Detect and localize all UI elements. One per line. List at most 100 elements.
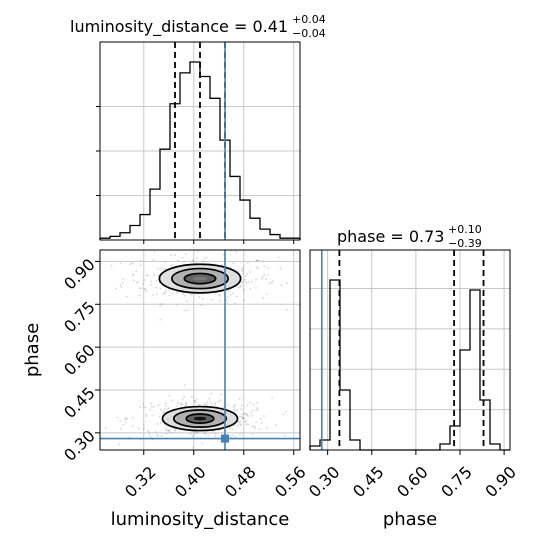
joint-sample-point bbox=[136, 281, 139, 283]
joint-sample-point bbox=[116, 416, 119, 419]
joint-sample-point bbox=[229, 266, 232, 268]
joint-sample-point bbox=[165, 428, 168, 430]
joint-sample-point bbox=[196, 250, 199, 253]
joint-sample-point bbox=[179, 459, 181, 461]
joint-sample-point bbox=[148, 434, 151, 436]
joint-sample-point bbox=[232, 292, 234, 295]
joint-sample-point bbox=[119, 284, 122, 286]
joint-sample-point bbox=[185, 405, 187, 407]
joint-sample-point bbox=[152, 259, 155, 262]
joint-ytick-label-3: 0.75 bbox=[60, 298, 99, 337]
joint-sample-point bbox=[174, 254, 177, 257]
joint-sample-point bbox=[198, 403, 201, 406]
joint-sample-point bbox=[262, 260, 264, 263]
joint-sample-point bbox=[251, 409, 254, 412]
joint-sample-point bbox=[232, 262, 235, 264]
joint-sample-point bbox=[217, 400, 220, 403]
joint-sample-point bbox=[176, 292, 179, 294]
joint-sample-point bbox=[239, 285, 242, 288]
joint-sample-point bbox=[227, 290, 230, 293]
joint-sample-point bbox=[194, 401, 197, 403]
joint-sample-point bbox=[164, 268, 167, 270]
joint-sample-point bbox=[98, 407, 100, 409]
joint-sample-point bbox=[165, 429, 168, 432]
joint-sample-point bbox=[261, 277, 263, 280]
joint-sample-point bbox=[247, 415, 249, 418]
joint-sample-point bbox=[131, 262, 134, 265]
joint-sample-point bbox=[203, 432, 206, 434]
joint-sample-point bbox=[191, 435, 194, 437]
joint-sample-point bbox=[246, 414, 249, 416]
joint-sample-point bbox=[267, 267, 270, 270]
joint-sample-point bbox=[185, 402, 188, 404]
joint-sample-point bbox=[244, 275, 247, 278]
joint-xtick-label-2: 0.48 bbox=[221, 462, 260, 501]
joint-sample-point bbox=[154, 431, 157, 433]
joint-sample-point bbox=[211, 298, 214, 301]
joint-sample-point bbox=[237, 286, 240, 289]
joint-sample-point bbox=[240, 416, 243, 418]
joint-sample-point bbox=[234, 302, 236, 305]
ld-histogram-frame bbox=[99, 41, 301, 241]
joint-sample-point bbox=[239, 423, 242, 425]
joint-sample-point bbox=[209, 401, 212, 404]
joint-sample-point bbox=[142, 406, 145, 409]
phase-title-upper-error: +0.10 bbox=[448, 223, 482, 236]
joint-sample-point bbox=[241, 417, 244, 419]
joint-sample-point bbox=[194, 400, 197, 402]
joint-sample-point bbox=[240, 269, 243, 272]
joint-sample-point bbox=[157, 274, 160, 276]
joint-sample-point bbox=[150, 402, 153, 405]
joint-sample-point bbox=[152, 405, 155, 408]
joint-mode-1 bbox=[161, 405, 239, 432]
joint-sample-point bbox=[239, 420, 242, 423]
joint-sample-point bbox=[136, 282, 139, 284]
phase-histogram-panel: 0.30 0.45 0.60 0.75 0.90 bbox=[305, 249, 520, 501]
joint-sample-point bbox=[255, 259, 258, 262]
joint-sample-point bbox=[148, 431, 151, 434]
joint-sample-point bbox=[163, 268, 165, 270]
joint-sample-point bbox=[255, 409, 257, 412]
joint-sample-point bbox=[263, 415, 265, 417]
joint-sample-point bbox=[249, 271, 252, 273]
joint-sample-point bbox=[185, 300, 188, 303]
joint-sample-point bbox=[184, 309, 187, 312]
ld-title-upper-error: +0.04 bbox=[292, 13, 326, 26]
joint-sample-point bbox=[245, 412, 247, 415]
phase-title: phase = 0.73 bbox=[337, 227, 444, 246]
joint-sample-point bbox=[231, 434, 234, 437]
joint-sample-point bbox=[230, 293, 233, 296]
joint-xtick-label-1: 0.40 bbox=[171, 462, 210, 501]
joint-sample-point bbox=[277, 256, 280, 259]
joint-sample-point bbox=[255, 287, 258, 289]
joint-sample-point bbox=[246, 404, 249, 406]
joint-sample-point bbox=[202, 260, 205, 263]
joint-sample-point bbox=[124, 421, 127, 424]
joint-sample-point bbox=[255, 421, 258, 423]
joint-sample-point bbox=[240, 404, 243, 407]
joint-sample-point bbox=[139, 264, 142, 267]
joint-sample-point bbox=[263, 273, 266, 276]
joint-sample-point bbox=[152, 294, 155, 296]
joint-sample-point bbox=[145, 413, 148, 416]
joint-sample-point bbox=[256, 401, 258, 404]
joint-sample-point bbox=[144, 406, 147, 409]
joint-sample-point bbox=[229, 427, 232, 430]
phase-histogram-frame bbox=[309, 249, 511, 451]
joint-sample-point bbox=[220, 393, 223, 396]
joint-sample-point bbox=[122, 423, 125, 426]
joint-sample-point bbox=[169, 429, 171, 431]
joint-sample-point bbox=[160, 267, 163, 270]
joint-sample-point bbox=[139, 259, 142, 262]
joint-sample-point bbox=[163, 292, 166, 295]
joint-sample-point bbox=[240, 424, 242, 426]
joint-plot-area bbox=[98, 250, 306, 461]
joint-sample-point bbox=[234, 404, 237, 407]
joint-sample-point bbox=[262, 297, 265, 299]
joint-sample-point bbox=[235, 295, 238, 298]
joint-sample-point bbox=[304, 302, 306, 304]
joint-sample-point bbox=[145, 415, 148, 418]
joint-sample-point bbox=[191, 260, 194, 262]
joint-sample-point bbox=[242, 416, 245, 419]
joint-sample-point bbox=[159, 422, 162, 424]
